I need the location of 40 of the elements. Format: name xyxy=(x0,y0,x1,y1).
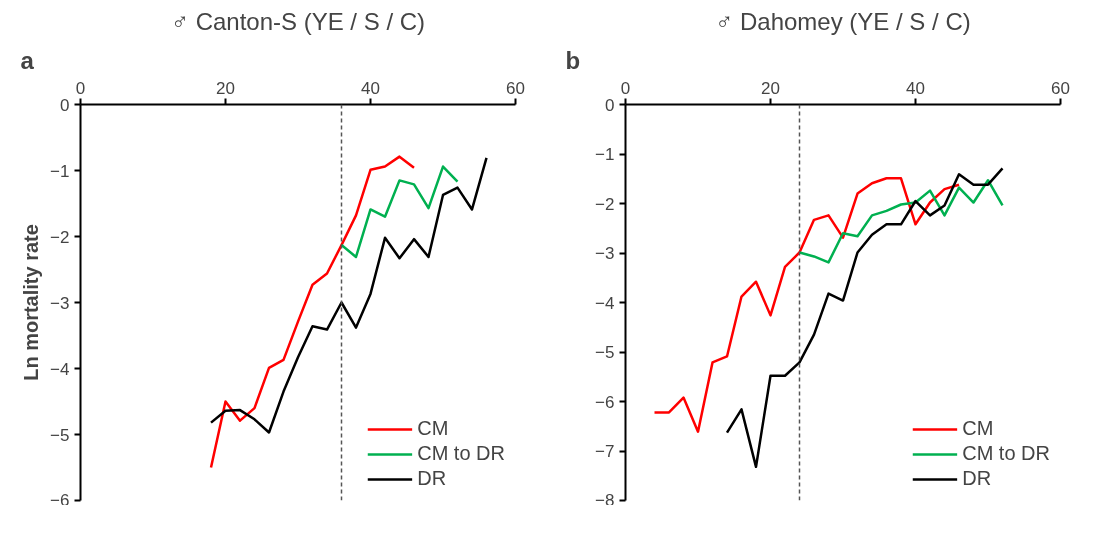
y-tick-label: −2 xyxy=(595,194,615,214)
y-tick-label: −6 xyxy=(50,490,70,510)
y-tick-label: 0 xyxy=(60,95,70,115)
chart-title: ♂ Canton-S (YE / S / C) xyxy=(170,7,426,35)
y-tick-label: −1 xyxy=(50,161,70,181)
y-tick-label: 0 xyxy=(605,95,615,115)
x-tick-label: 40 xyxy=(361,78,380,98)
legend-label: CM to DR xyxy=(417,442,505,465)
legend-label: CM xyxy=(417,417,449,440)
legend-label: DR xyxy=(962,467,992,490)
y-tick-label: −8 xyxy=(595,490,615,510)
text: a xyxy=(20,46,35,74)
y-tick-label: −4 xyxy=(50,359,70,379)
y-tick-label: −5 xyxy=(50,425,70,445)
x-tick-label: 60 xyxy=(1051,78,1070,98)
chart-title: ♂ Dahomey (YE / S / C) xyxy=(715,7,971,35)
y-tick-label: −3 xyxy=(595,244,615,263)
x-tick-label: 20 xyxy=(216,78,235,98)
line-series xyxy=(209,156,488,434)
line-series xyxy=(209,155,416,469)
y-tick-label: −2 xyxy=(50,227,70,247)
y-axis-title: Ln mortality rate xyxy=(20,224,43,381)
legend-label: CM to DR xyxy=(962,442,1050,465)
line-series xyxy=(340,165,459,259)
line-series xyxy=(798,178,1004,264)
line-series xyxy=(653,177,961,433)
y-tick-label: −7 xyxy=(595,442,615,461)
x-tick-label: 40 xyxy=(906,78,925,98)
y-tick-label: −5 xyxy=(595,343,615,362)
y-tick-label: −6 xyxy=(595,392,615,412)
legend-label: DR xyxy=(417,467,447,490)
x-tick-label: 0 xyxy=(620,78,631,98)
y-tick-label: −1 xyxy=(595,145,615,164)
y-tick-label: −4 xyxy=(595,293,615,313)
y-tick-label: −3 xyxy=(50,293,70,313)
x-tick-label: 0 xyxy=(75,78,86,98)
x-tick-label: 20 xyxy=(761,78,780,98)
x-tick-label: 60 xyxy=(506,78,525,98)
text: b xyxy=(565,46,581,74)
legend-label: CM xyxy=(962,417,994,440)
